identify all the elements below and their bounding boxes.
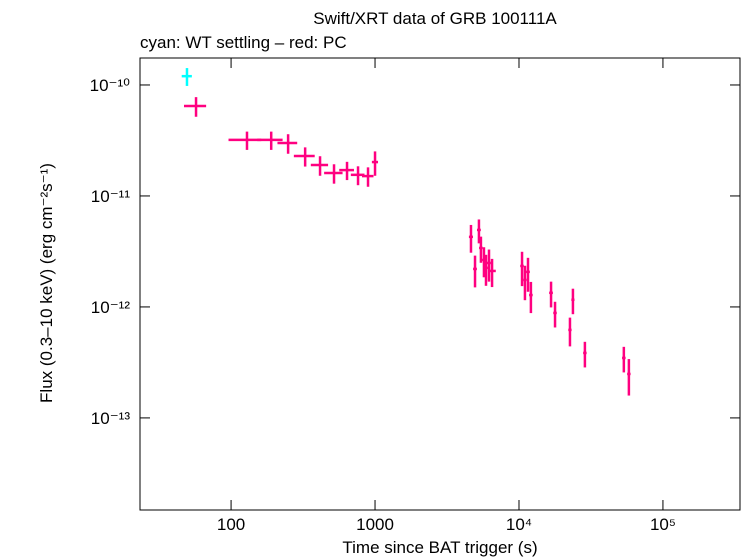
chart-subtitle: cyan: WT settling – red: PC <box>140 33 347 52</box>
y-tick-label: 10⁻¹² <box>91 298 131 317</box>
x-axis-label: Time since BAT trigger (s) <box>342 538 537 557</box>
x-tick-label: 10⁴ <box>506 515 532 534</box>
y-tick-label: 10⁻¹⁰ <box>90 76 131 95</box>
plot-frame <box>139 57 741 511</box>
y-axis-label: Flux (0.3–10 keV) (erg cm⁻²s⁻¹) <box>37 163 56 403</box>
x-tick-label: 10⁵ <box>650 515 676 534</box>
x-tick-label: 100 <box>217 515 245 534</box>
x-tick-label: 1000 <box>356 515 394 534</box>
chart-title: Swift/XRT data of GRB 100111A <box>313 9 557 28</box>
y-tick-label: 10⁻¹¹ <box>91 187 131 206</box>
y-tick-label: 10⁻¹³ <box>91 409 131 428</box>
